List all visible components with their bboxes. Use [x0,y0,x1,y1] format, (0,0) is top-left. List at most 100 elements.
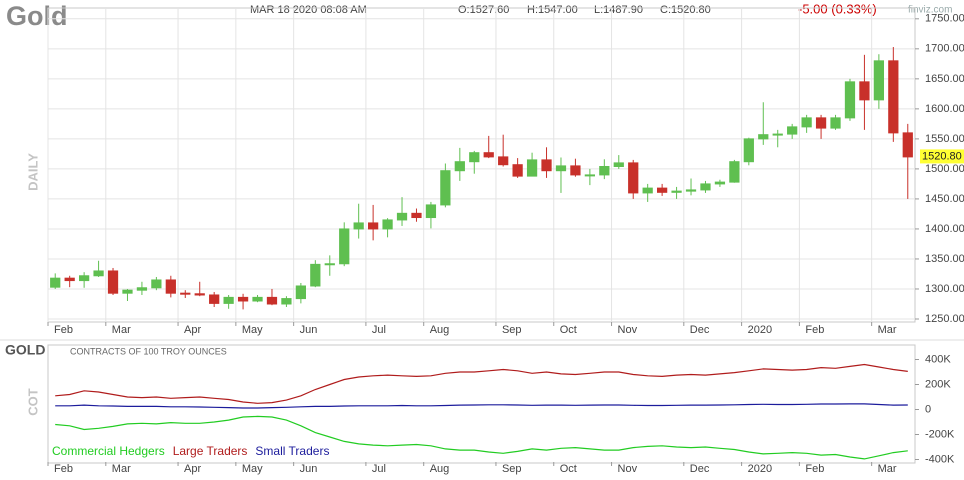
candle-body [122,289,133,294]
candle-body [743,138,754,163]
candle-body [714,181,726,185]
candle-body [151,279,162,289]
x-tick-label: Feb [54,324,73,336]
x-tick-label: Sep [502,324,522,336]
y-tick-label: 1550.00 [925,133,964,145]
x-tick-label: Nov [618,463,638,475]
cot-subtitle: CONTRACTS OF 100 TROY OUNCES [70,346,227,356]
candle-body [353,222,364,230]
candle-body [411,212,422,219]
x-tick-label: Oct [560,324,577,336]
x-tick-label: Nov [618,324,638,336]
x-tick-label: Feb [805,324,824,336]
high: H:1547.00 [527,4,578,16]
x-tick-label: Mar [112,463,131,475]
candle-body [628,162,639,194]
x-tick-label: Aug [430,463,450,475]
legend-entry: Large Traders [173,444,248,458]
candle-body [339,228,350,265]
y-tick-label: 1350.00 [925,253,964,265]
y-tick-label: 1400.00 [925,223,964,235]
series-line [55,363,908,404]
candle-body [541,159,552,172]
candle-body [180,292,191,295]
candle-body [671,190,682,193]
low: L:1487.90 [594,4,643,16]
candle-body [815,117,827,129]
x-tick-label: Jul [372,324,386,336]
x-tick-label: Feb [805,463,824,475]
y-tick-label: 1750.00 [925,13,964,25]
candle-body [642,187,653,194]
candle-body [252,296,263,302]
candle-body [194,293,205,296]
y-tick-label: 1250.00 [925,313,964,325]
x-tick-label: Sep [502,463,522,475]
candle-body [830,117,841,129]
x-tick-label: Feb [54,463,73,475]
candle-body [64,277,75,282]
open: O:1527.60 [458,4,509,16]
candle-body [79,275,90,282]
y-tick-label: 1650.00 [925,73,964,85]
candle-body [570,165,581,176]
candle-body [165,279,176,294]
candle-body [324,263,335,266]
candle-body [310,263,321,287]
x-tick-label: Mar [878,324,897,336]
candle-body [555,165,567,172]
candle-body [700,183,711,191]
cot-axis-label: COT [25,388,40,416]
candle-body [787,126,798,135]
x-tick-label: Apr [184,324,201,336]
candle-body [859,81,870,101]
candle-body [758,134,769,140]
cot-frame [47,344,916,464]
candle-body [440,170,451,206]
x-tick-label: Jun [300,463,318,475]
candle-body [873,60,884,101]
y-axis-label: DAILY [25,153,40,191]
candle-body [685,189,697,192]
x-tick-label: Oct [560,463,577,475]
x-tick-label: Jul [372,463,386,475]
candle-body [888,60,899,134]
candle-body [483,152,494,158]
y-tick-label: 1600.00 [925,103,964,115]
x-tick-label: May [242,463,263,475]
y-tick-label: 400K [925,353,951,365]
close: C:1520.80 [660,4,711,16]
last-price-badge [920,149,964,164]
candle-body [657,187,668,193]
y-tick-label: -400K [925,453,955,465]
chart-title: Gold [6,1,68,31]
candle-body [526,159,538,177]
legend-entry: Commercial Hedgers [52,444,165,458]
series-line [55,415,908,460]
candle-body [844,81,856,119]
y-tick-label: 0 [925,403,931,415]
candle-body [107,270,119,294]
candle-body [382,219,393,230]
x-tick-label: Apr [184,463,201,475]
y-tick-label: -200K [925,428,955,440]
x-tick-label: Mar [878,463,897,475]
candle-body [425,204,437,219]
candle-body [498,156,509,166]
date: MAR 18 2020 08:08 AM [250,4,367,16]
change: -5.00 (0.33%) [798,1,877,16]
candle-body [266,296,278,305]
candle-body [368,222,379,230]
logo: finviz.com [908,5,952,16]
y-tick-label: 1450.00 [925,193,964,205]
x-tick-label: Dec [690,463,710,475]
x-tick-label: May [242,324,263,336]
candle-body [613,162,624,168]
candle-body [281,298,292,305]
x-tick-label: 2020 [748,463,772,475]
candle-body [237,296,249,302]
candle-body [772,133,783,136]
candle-body [512,164,523,177]
candle-body [801,117,812,128]
